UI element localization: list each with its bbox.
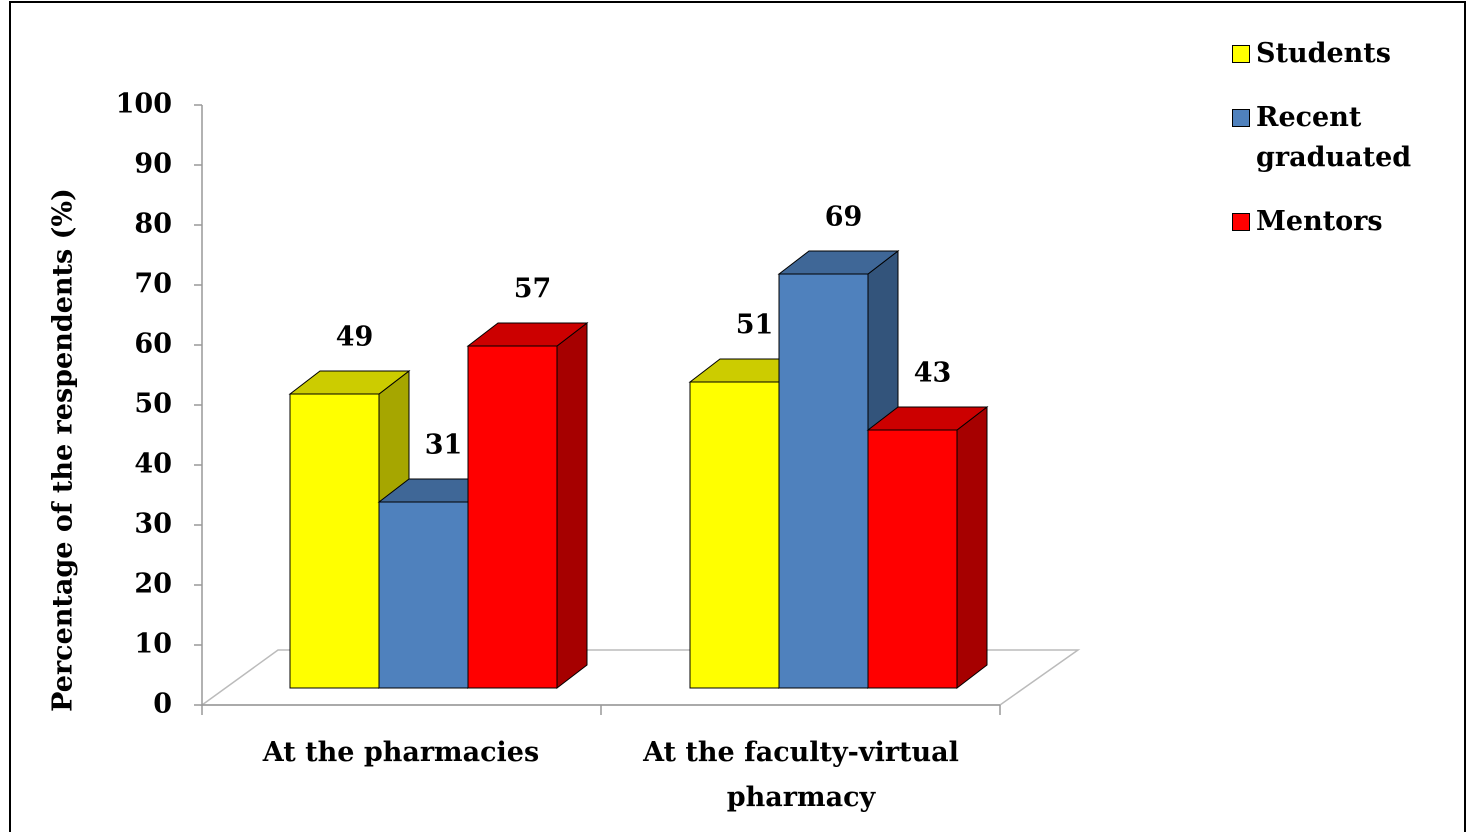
frame [9,1,1466,832]
data-label: 51 [736,310,774,341]
legend-label: Students [1256,38,1391,69]
y-tick-label: 90 [134,149,172,180]
y-tick-label: 10 [134,629,172,660]
y-axis-title: Percentage of the respendents (%) [48,188,79,712]
legend-item: Recent graduated [1232,98,1432,178]
y-tick-label: 50 [134,389,172,420]
bar-side [556,321,588,690]
legend-swatch [1232,109,1250,127]
data-label: 49 [336,322,374,353]
bar [289,393,380,689]
y-tick-label: 20 [134,569,172,600]
x-tick-label: At the faculty-virtual pharmacy [643,737,959,813]
legend-swatch [1232,45,1250,63]
bar-side [956,405,988,690]
bar [778,273,869,689]
bar [467,345,558,689]
data-label: 43 [914,358,952,389]
legend-item: Mentors [1232,202,1432,242]
y-tick-label: 60 [134,329,172,360]
bar [867,429,958,689]
legend: Students Recent graduated Mentors [1232,34,1432,266]
legend-swatch [1232,213,1250,231]
y-tick-label: 40 [134,449,172,480]
data-label: 31 [425,430,463,461]
legend-label: Recent graduated [1256,102,1412,173]
data-label: 69 [825,202,863,233]
bar [378,501,469,689]
y-tick-label: 30 [134,509,172,540]
x-tick-label: At the pharmacies [262,737,540,768]
y-tick-label: 100 [116,89,172,120]
legend-label: Mentors [1256,206,1383,237]
data-label: 57 [514,274,552,305]
y-tick-label: 70 [134,269,172,300]
y-tick-label: 0 [153,689,172,720]
y-tick-label: 80 [134,209,172,240]
bar [689,381,780,689]
legend-item: Students [1232,34,1432,74]
